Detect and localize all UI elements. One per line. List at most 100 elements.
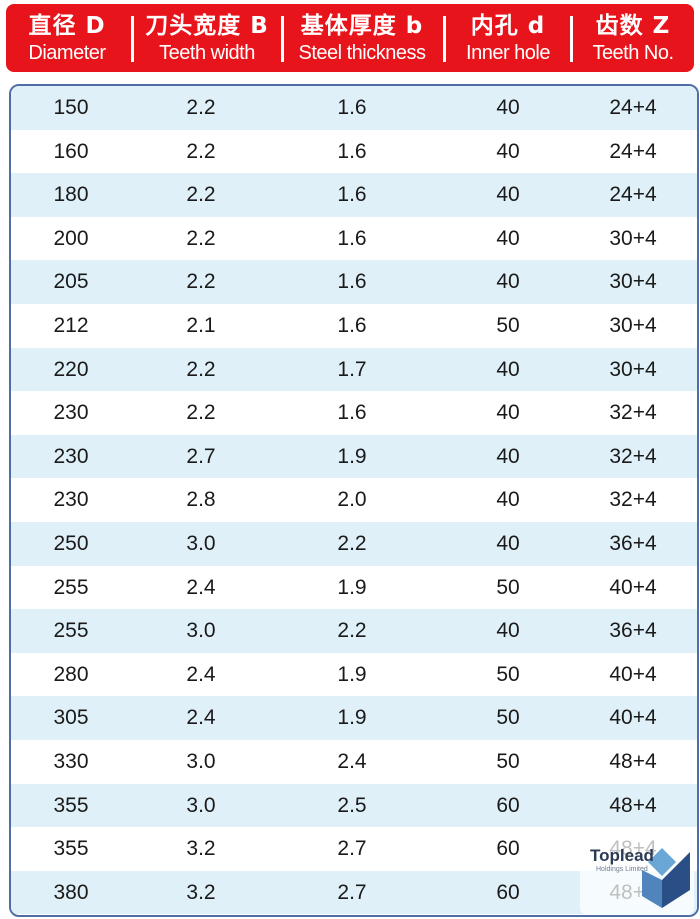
table-row: 205 2.2 1.6 40 30+4 <box>11 260 697 304</box>
table-cell: 1.9 <box>337 444 367 468</box>
table-cell: 212 <box>53 314 89 337</box>
table-cell: 1.6 <box>337 183 367 207</box>
table-cell: 24+4 <box>609 96 657 119</box>
header-inner-hole: 内孔 d Inner hole <box>448 4 568 72</box>
header-divider <box>570 16 573 62</box>
table-cell: 40 <box>496 270 520 294</box>
table-cell: 3.2 <box>186 837 216 861</box>
table-cell: 280 <box>53 662 89 686</box>
table-cell: 40 <box>496 226 520 250</box>
table-cell: 200 <box>53 226 89 250</box>
header-divider <box>131 16 134 62</box>
table-cell: 2.7 <box>186 444 216 468</box>
table-cell: 40 <box>496 488 520 512</box>
table-row: 255 2.4 1.9 50 40+4 <box>11 566 697 610</box>
table-cell: 3.0 <box>186 793 216 817</box>
header-teeth-width-en: Teeth width <box>159 42 255 64</box>
table-cell: 60 <box>496 880 520 904</box>
table-cell: 40 <box>496 619 520 643</box>
toplead-logo-icon <box>642 848 690 908</box>
table-cell: 2.5 <box>337 793 367 817</box>
table-cell: 40+4 <box>609 662 657 686</box>
table-cell: 40+4 <box>609 706 657 730</box>
watermark-name: Toplead <box>590 846 654 865</box>
header-divider <box>443 16 446 62</box>
table-row: 200 2.2 1.6 40 30+4 <box>11 217 697 261</box>
header-teeth-width: 刀头宽度 B Teeth width <box>136 4 278 72</box>
table-cell: 3.0 <box>186 750 216 773</box>
table-cell: 1.9 <box>337 575 367 599</box>
table-cell: 2.0 <box>337 488 367 512</box>
spec-table: 150 2.2 1.6 40 24+4 160 2.2 1.6 40 24+4 180 2.2 1.6 4… <box>9 84 699 917</box>
table-cell: 205 <box>53 270 89 294</box>
table-cell: 2.7 <box>337 837 367 861</box>
table-cell: 220 <box>53 357 89 381</box>
table-cell: 2.2 <box>186 401 216 425</box>
table-cell: 230 <box>53 401 89 425</box>
table-cell: 24+4 <box>609 183 657 207</box>
table-row: 305 2.4 1.9 50 40+4 <box>11 696 697 740</box>
table-cell: 255 <box>53 575 89 599</box>
table-row: 355 3.0 2.5 60 48+4 <box>11 783 697 828</box>
table-row: 280 2.4 1.9 50 40+4 <box>11 653 697 697</box>
header-teeth-width-zh: 刀头宽度 B <box>145 13 269 39</box>
header-divider <box>281 16 284 62</box>
table-cell: 1.6 <box>337 226 367 250</box>
table-row: 255 3.0 2.2 40 36+4 <box>11 609 697 653</box>
table-cell: 330 <box>53 750 89 773</box>
table-cell: 2.2 <box>186 226 216 250</box>
table-cell: 32+4 <box>609 444 657 468</box>
table-cell: 24+4 <box>609 139 657 163</box>
table-cell: 50 <box>496 314 520 337</box>
table-row: 160 2.2 1.6 40 24+4 <box>11 130 697 174</box>
table-cell: 2.4 <box>186 575 216 599</box>
table-cell: 36+4 <box>609 532 657 555</box>
table-cell: 2.2 <box>337 619 367 643</box>
table-cell: 3.0 <box>186 619 216 643</box>
table-cell: 1.6 <box>337 96 367 119</box>
table-cell: 40 <box>496 357 520 381</box>
table-cell: 2.7 <box>337 880 367 904</box>
table-cell: 50 <box>496 750 520 773</box>
table-cell: 230 <box>53 488 89 512</box>
table-cell: 1.6 <box>337 314 367 337</box>
table-cell: 1.9 <box>337 662 367 686</box>
table-cell: 30+4 <box>609 226 657 250</box>
table-row: 230 2.8 2.0 40 32+4 <box>11 478 697 522</box>
table-cell: 60 <box>496 793 520 817</box>
table-cell: 2.2 <box>186 357 216 381</box>
table-cell: 1.6 <box>337 139 367 163</box>
table-row: 180 2.2 1.6 40 24+4 <box>11 173 697 217</box>
table-row: 250 3.0 2.2 40 36+4 <box>11 522 697 566</box>
header-teeth-no-en: Teeth No. <box>592 42 674 64</box>
table-cell: 48+4 <box>609 750 657 773</box>
table-row: 330 3.0 2.4 50 48+4 <box>11 740 697 784</box>
table-row: 150 2.2 1.6 40 24+4 <box>11 86 697 130</box>
table-cell: 160 <box>53 139 89 163</box>
table-cell: 32+4 <box>609 488 657 512</box>
table-cell: 40 <box>496 401 520 425</box>
table-cell: 40 <box>496 139 520 163</box>
toplead-watermark: Toplead Holdings Limited <box>580 830 694 914</box>
table-row: 230 2.7 1.9 40 32+4 <box>11 434 697 479</box>
table-cell: 2.2 <box>337 532 367 555</box>
table-cell: 230 <box>53 444 89 468</box>
header-inner-hole-en: Inner hole <box>466 42 550 64</box>
table-cell: 180 <box>53 183 89 207</box>
header-teeth-no-zh: 齿数 Z <box>595 13 671 39</box>
table-cell: 40 <box>496 96 520 119</box>
table-row: 230 2.2 1.6 40 32+4 <box>11 391 697 435</box>
table-row: 212 2.1 1.6 50 30+4 <box>11 304 697 348</box>
header-diameter-zh: 直径 D <box>28 13 106 39</box>
table-cell: 1.7 <box>337 357 367 381</box>
header-inner-hole-zh: 内孔 d <box>470 13 546 39</box>
table-header: 直径 D Diameter 刀头宽度 B Teeth width 基体厚度 b … <box>6 4 694 72</box>
table-cell: 1.6 <box>337 401 367 425</box>
table-cell: 150 <box>53 96 89 119</box>
table-cell: 50 <box>496 575 520 599</box>
table-cell: 255 <box>53 619 89 643</box>
table-cell: 2.2 <box>186 270 216 294</box>
table-cell: 2.2 <box>186 183 216 207</box>
table-cell: 32+4 <box>609 401 657 425</box>
header-steel-thickness-en: Steel thickness <box>298 42 426 64</box>
